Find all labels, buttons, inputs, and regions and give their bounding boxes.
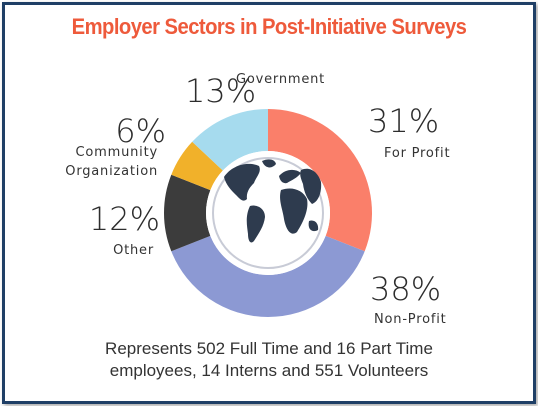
footnote-line-1: Represents 502 Full Time and 16 Part Tim…	[105, 339, 433, 358]
slice-non-profit	[171, 235, 365, 318]
footnote-line-2: employees, 14 Interns and 551 Volunteers	[109, 361, 429, 380]
pct-label-community-organization: 6%	[115, 112, 166, 150]
pct-label-non-profit: 38%	[370, 270, 441, 308]
category-label-community: Community	[76, 145, 158, 160]
chart-title: Employer Sectors in Post-Initiative Surv…	[71, 14, 467, 39]
category-label-for-profit: For Profit	[384, 146, 450, 161]
slice-community-organization	[171, 141, 223, 191]
pct-label-for-profit: 31%	[368, 102, 439, 140]
category-label-other: Other	[113, 243, 154, 258]
pct-label-other: 12%	[89, 200, 160, 238]
category-label-non-profit: Non-Profit	[374, 312, 447, 327]
footnote: Represents 502 Full Time and 16 Part Tim…	[0, 338, 538, 382]
pct-label-government: 13%	[185, 72, 256, 110]
donut-slices	[164, 109, 372, 318]
category-label-organization: Organization	[65, 164, 158, 179]
slice-other	[164, 174, 211, 252]
category-label-government: Government	[236, 72, 325, 87]
slice-government	[192, 109, 268, 171]
slice-for-profit	[268, 109, 372, 252]
globe-icon	[206, 151, 330, 275]
